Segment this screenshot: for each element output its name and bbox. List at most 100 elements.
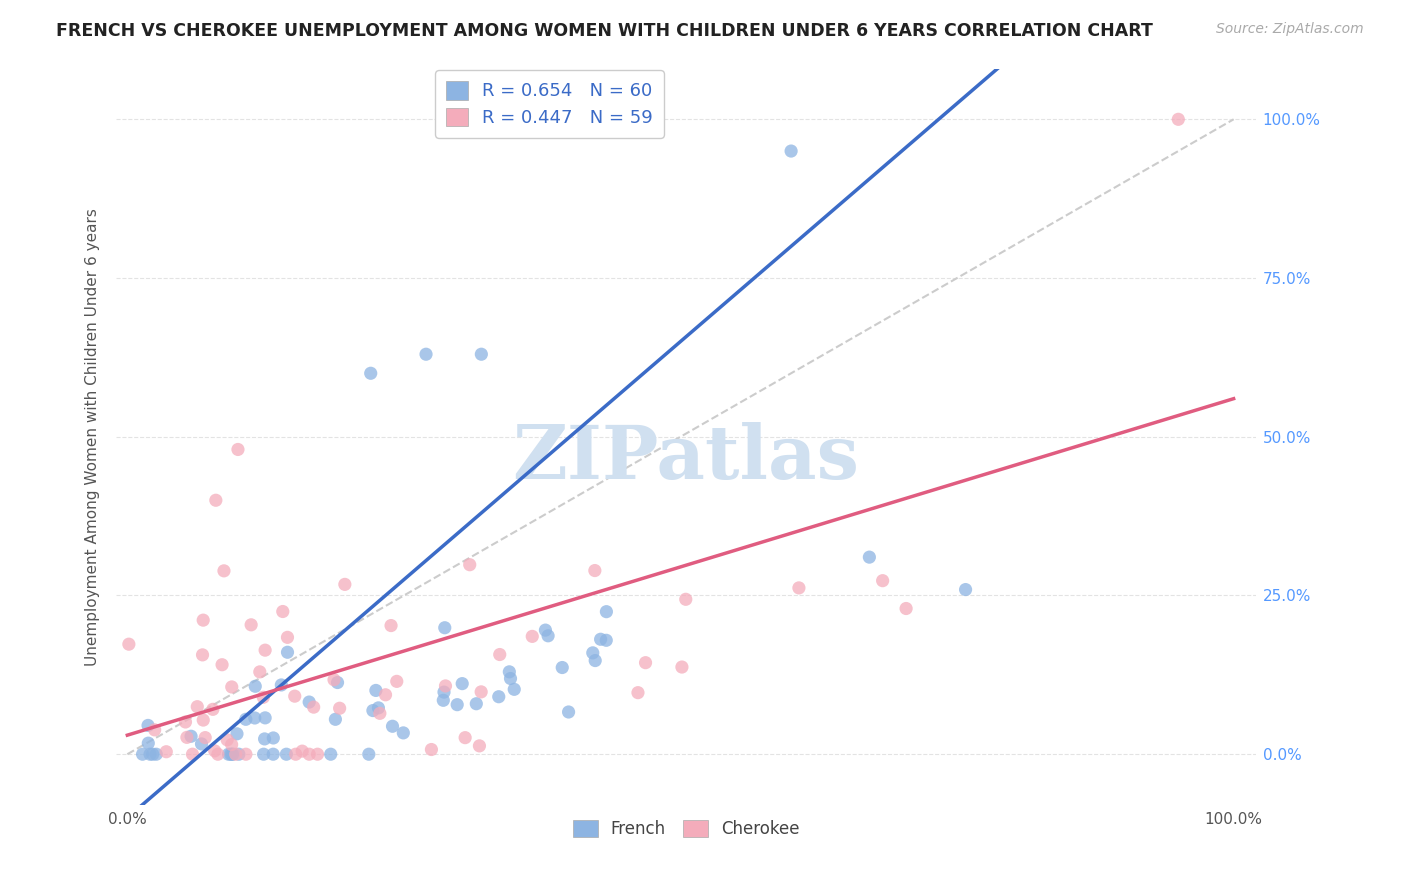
- Point: [225, 747, 247, 762]
- Point: [470, 685, 492, 699]
- Point: [276, 747, 298, 762]
- Point: [583, 564, 606, 578]
- Point: [252, 690, 274, 705]
- Point: [270, 678, 292, 692]
- Point: [433, 621, 456, 635]
- Point: [254, 643, 277, 657]
- Point: [191, 648, 214, 662]
- Point: [262, 731, 284, 745]
- Point: [325, 712, 347, 726]
- Point: [212, 564, 235, 578]
- Point: [1167, 112, 1189, 127]
- Y-axis label: Unemployment Among Women with Children Under 6 years: Unemployment Among Women with Children U…: [86, 208, 100, 665]
- Point: [190, 737, 212, 751]
- Point: [446, 698, 468, 712]
- Point: [364, 683, 387, 698]
- Point: [458, 558, 481, 572]
- Point: [385, 674, 408, 689]
- Point: [787, 581, 810, 595]
- Point: [780, 144, 803, 158]
- Point: [595, 633, 617, 648]
- Point: [381, 719, 404, 733]
- Point: [155, 745, 177, 759]
- Point: [583, 654, 606, 668]
- Point: [671, 660, 693, 674]
- Point: [374, 688, 396, 702]
- Point: [276, 631, 298, 645]
- Point: [139, 747, 162, 762]
- Point: [249, 665, 271, 679]
- Point: [145, 747, 167, 762]
- Point: [627, 686, 650, 700]
- Point: [193, 613, 215, 627]
- Point: [432, 693, 454, 707]
- Point: [361, 704, 384, 718]
- Point: [380, 618, 402, 632]
- Point: [894, 601, 917, 615]
- Point: [219, 747, 242, 762]
- Point: [858, 550, 880, 565]
- Point: [465, 697, 488, 711]
- Point: [142, 747, 165, 762]
- Point: [415, 347, 437, 361]
- Point: [302, 700, 325, 714]
- Legend: French, Cherokee: French, Cherokee: [565, 813, 806, 845]
- Text: Source: ZipAtlas.com: Source: ZipAtlas.com: [1216, 22, 1364, 37]
- Point: [634, 656, 657, 670]
- Point: [211, 657, 233, 672]
- Point: [488, 690, 510, 704]
- Point: [499, 672, 522, 686]
- Point: [298, 747, 321, 762]
- Point: [136, 736, 159, 750]
- Point: [136, 718, 159, 732]
- Point: [226, 442, 249, 457]
- Point: [534, 623, 557, 637]
- Point: [217, 747, 239, 762]
- Point: [221, 680, 243, 694]
- Text: FRENCH VS CHEROKEE UNEMPLOYMENT AMONG WOMEN WITH CHILDREN UNDER 6 YEARS CORRELAT: FRENCH VS CHEROKEE UNEMPLOYMENT AMONG WO…: [56, 22, 1153, 40]
- Point: [323, 673, 346, 687]
- Point: [368, 706, 391, 721]
- Point: [118, 637, 141, 651]
- Point: [284, 689, 307, 703]
- Point: [434, 679, 457, 693]
- Point: [488, 648, 510, 662]
- Point: [551, 660, 574, 674]
- Point: [194, 731, 217, 745]
- Point: [522, 629, 544, 643]
- Point: [235, 712, 257, 726]
- Point: [252, 747, 274, 762]
- Point: [174, 714, 197, 729]
- Point: [595, 605, 617, 619]
- Point: [240, 617, 263, 632]
- Text: ZIPatlas: ZIPatlas: [513, 422, 859, 495]
- Point: [433, 685, 456, 699]
- Point: [589, 632, 612, 647]
- Point: [262, 747, 284, 762]
- Point: [582, 646, 605, 660]
- Point: [201, 702, 224, 716]
- Point: [204, 744, 226, 758]
- Point: [284, 747, 307, 762]
- Point: [307, 747, 329, 762]
- Point: [176, 731, 198, 745]
- Point: [254, 711, 277, 725]
- Point: [319, 747, 342, 762]
- Point: [228, 747, 250, 762]
- Point: [245, 679, 267, 693]
- Point: [131, 747, 153, 762]
- Point: [276, 645, 298, 659]
- Point: [420, 742, 443, 756]
- Point: [470, 347, 492, 361]
- Point: [271, 605, 294, 619]
- Point: [872, 574, 894, 588]
- Point: [221, 738, 243, 752]
- Point: [181, 747, 204, 762]
- Point: [392, 726, 415, 740]
- Point: [217, 732, 239, 747]
- Point: [221, 747, 243, 762]
- Point: [357, 747, 380, 762]
- Point: [451, 676, 474, 690]
- Point: [329, 701, 352, 715]
- Point: [298, 695, 321, 709]
